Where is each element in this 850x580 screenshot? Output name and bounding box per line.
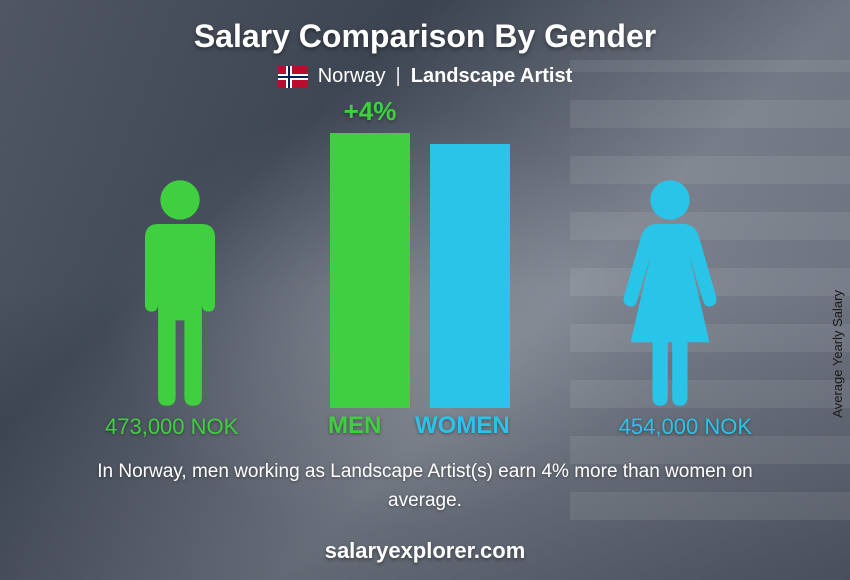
women-salary-value: 454,000 NOK — [619, 414, 752, 440]
men-salary-value: 473,000 NOK — [105, 414, 238, 440]
job-title: Landscape Artist — [411, 65, 573, 88]
male-figure-icon — [125, 178, 235, 408]
male-svg — [125, 178, 235, 408]
page-title: Salary Comparison By Gender — [0, 0, 850, 55]
men-gender-label: MEN — [328, 412, 381, 440]
country-label: Norway — [318, 65, 386, 88]
women-bar — [430, 144, 510, 408]
men-bar — [330, 133, 410, 408]
difference-label: +4% — [330, 96, 410, 127]
caption-text: In Norway, men working as Landscape Arti… — [0, 448, 850, 515]
chart-area: +4% 473,000 NOK MEN WOMEN 454,000 NOK — [0, 108, 850, 448]
female-svg — [615, 178, 725, 408]
y-axis-label: Average Yearly Salary — [831, 290, 846, 418]
norway-flag-icon — [278, 66, 308, 88]
site-credit: salaryexplorer.com — [0, 538, 850, 564]
female-figure-icon — [615, 178, 725, 408]
women-gender-label: WOMEN — [415, 412, 510, 440]
separator: | — [396, 65, 401, 88]
subtitle-row: Norway | Landscape Artist — [0, 65, 850, 88]
